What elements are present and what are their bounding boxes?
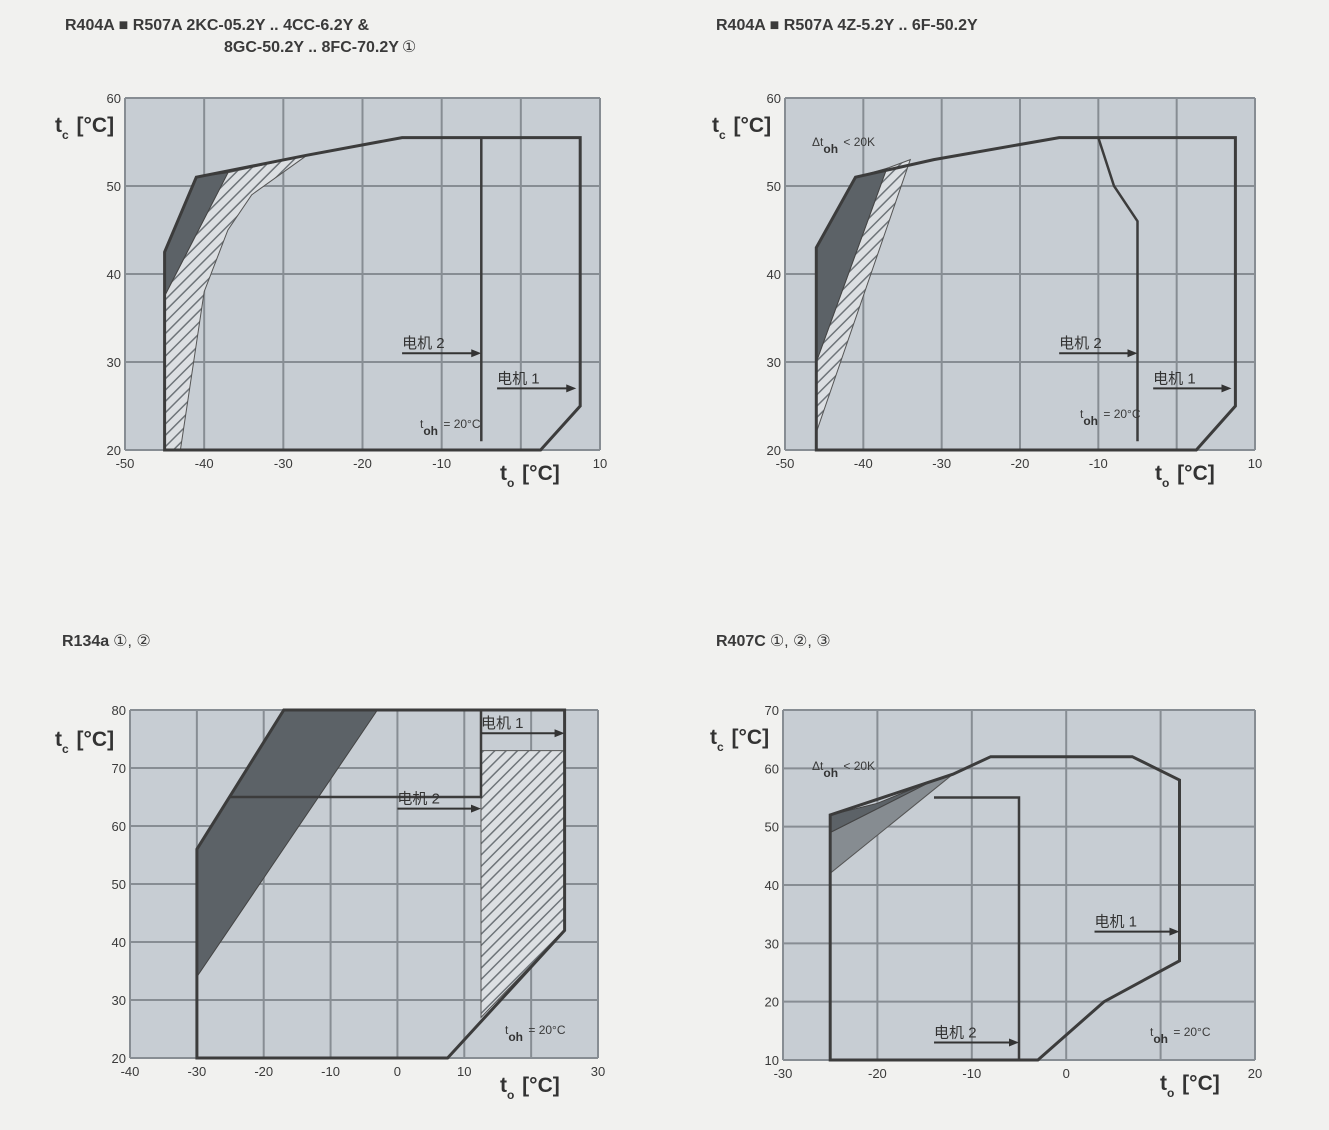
x-axis-label: to [°C] (500, 1074, 560, 1102)
delta-t-annotation: Δtoh < 20K (812, 135, 875, 156)
x-axis-label: to [°C] (1160, 1072, 1220, 1100)
y-tick-label: 40 (767, 267, 781, 282)
x-tick-label: 0 (1063, 1066, 1070, 1081)
y-tick-label: 20 (107, 443, 121, 458)
toh-note: toh = 20°C (505, 1023, 566, 1044)
x-tick-label: -30 (187, 1064, 206, 1079)
chart-panel-4: R407C ①, ②, ③ -30 -20 -10 0 20 10 20 30 40 50 60 70 电机… (710, 633, 1262, 1100)
motor-1-label: 电机 1 (1153, 370, 1196, 387)
x-tick-label: -40 (121, 1064, 140, 1079)
toh-note: toh = 20°C (1080, 407, 1141, 428)
envelope-motor-1 (828, 755, 1181, 1062)
x-tick-label: -10 (432, 456, 451, 471)
y-tick-label: 60 (107, 91, 121, 106)
motor-1-label: 电机 1 (481, 715, 524, 732)
x-tick-label: 30 (591, 1064, 605, 1079)
x-tick-label: -40 (854, 456, 873, 471)
y-tick-label: 30 (107, 355, 121, 370)
envelope-motor-2 (934, 796, 1021, 1060)
x-tick-label: -30 (274, 456, 293, 471)
y-axis-label: tc [°C] (712, 114, 771, 142)
y-tick-label: 50 (107, 179, 121, 194)
y-tick-label: 20 (767, 443, 781, 458)
y-tick-label: 70 (765, 703, 779, 718)
motor-1-label: 电机 1 (497, 370, 540, 387)
chart-panel-1: R404A ■ R507A 2KC-05.2Y .. 4CC-6.2Y & 8GC… (55, 17, 607, 490)
y-axis-label: tc [°C] (55, 728, 114, 756)
y-tick-label: 30 (112, 993, 126, 1008)
y-tick-label: 70 (112, 761, 126, 776)
toh-note: toh = 20°C (420, 417, 481, 438)
x-tick-label: 10 (457, 1064, 471, 1079)
chart-panel-2: R404A ■ R507A 4Z-5.2Y .. 6F-50.2Y -50 -40 -… (712, 17, 1262, 490)
y-axis-label: tc [°C] (710, 726, 769, 754)
x-axis-label: to [°C] (500, 462, 560, 490)
motor-2-label: 电机 2 (397, 791, 440, 808)
y-tick-label: 80 (112, 703, 126, 718)
chart-title: R134a ①, ② (62, 633, 151, 650)
x-tick-label: 10 (593, 456, 607, 471)
x-tick-label: -50 (116, 456, 135, 471)
y-tick-label: 30 (767, 355, 781, 370)
x-tick-label: -40 (195, 456, 214, 471)
motor-2-label: 电机 2 (1059, 335, 1102, 352)
delta-t-annotation: Δtoh < 20K (812, 759, 875, 780)
x-tick-label: -20 (868, 1066, 887, 1081)
x-tick-label: -10 (321, 1064, 340, 1079)
y-tick-label: 20 (112, 1051, 126, 1066)
envelope-motor-1 (814, 136, 1237, 452)
y-tick-label: 30 (765, 936, 779, 951)
motor-1-arrow-head (566, 384, 577, 393)
envelope-motor-1 (163, 136, 582, 452)
chart-title-line2: 8GC-50.2Y .. 8FC-70.2Y ① (224, 39, 416, 56)
y-tick-label: 50 (767, 179, 781, 194)
x-tick-label: -30 (932, 456, 951, 471)
x-tick-label: 0 (394, 1064, 401, 1079)
y-tick-label: 60 (112, 819, 126, 834)
motor-2-arrow-head (1009, 1038, 1019, 1047)
y-tick-label: 50 (112, 877, 126, 892)
x-tick-label: -20 (1011, 456, 1030, 471)
motor-1-arrow-head (1169, 927, 1180, 936)
motor-1-arrow-head (554, 729, 565, 738)
motor-2-arrow-head (1127, 349, 1138, 358)
x-tick-label: -10 (962, 1066, 981, 1081)
x-tick-label: 20 (1248, 1066, 1262, 1081)
chart-title: R407C ①, ②, ③ (716, 633, 831, 650)
y-tick-label: 50 (765, 820, 779, 835)
y-tick-label: 20 (765, 995, 779, 1010)
y-tick-label: 40 (765, 878, 779, 893)
y-tick-label: 60 (767, 91, 781, 106)
motor-1-arrow-head (1221, 384, 1232, 393)
x-tick-label: 10 (1248, 456, 1262, 471)
y-tick-label: 60 (765, 761, 779, 776)
y-tick-label: 40 (112, 935, 126, 950)
motor-2-label: 电机 2 (402, 335, 445, 352)
envelope-motor-2 (230, 710, 483, 799)
envelope-motor-2 (1097, 137, 1139, 442)
motor-2-label: 电机 2 (934, 1025, 977, 1042)
x-tick-label: -20 (254, 1064, 273, 1079)
x-tick-label: -10 (1089, 456, 1108, 471)
y-tick-label: 10 (765, 1053, 779, 1068)
chart-panel-3: R134a ①, ② -40 -30 -20 -10 0 10 30 20 30 40 50 60 70 80… (55, 633, 605, 1102)
envelope-motor-1 (195, 708, 567, 1060)
motor-1-label: 电机 1 (1095, 914, 1138, 931)
x-axis-label: to [°C] (1155, 462, 1215, 490)
motor-2-arrow-head (471, 349, 482, 358)
x-tick-label: -20 (353, 456, 372, 471)
motor-2-arrow-head (471, 804, 481, 813)
y-tick-label: 40 (107, 267, 121, 282)
chart-title: R404A ■ R507A 2KC-05.2Y .. 4CC-6.2Y & (65, 17, 369, 34)
x-tick-label: -30 (774, 1066, 793, 1081)
x-tick-label: -50 (776, 456, 795, 471)
y-axis-label: tc [°C] (55, 114, 114, 142)
chart-title: R404A ■ R507A 4Z-5.2Y .. 6F-50.2Y (716, 17, 978, 34)
toh-note: toh = 20°C (1150, 1025, 1211, 1046)
